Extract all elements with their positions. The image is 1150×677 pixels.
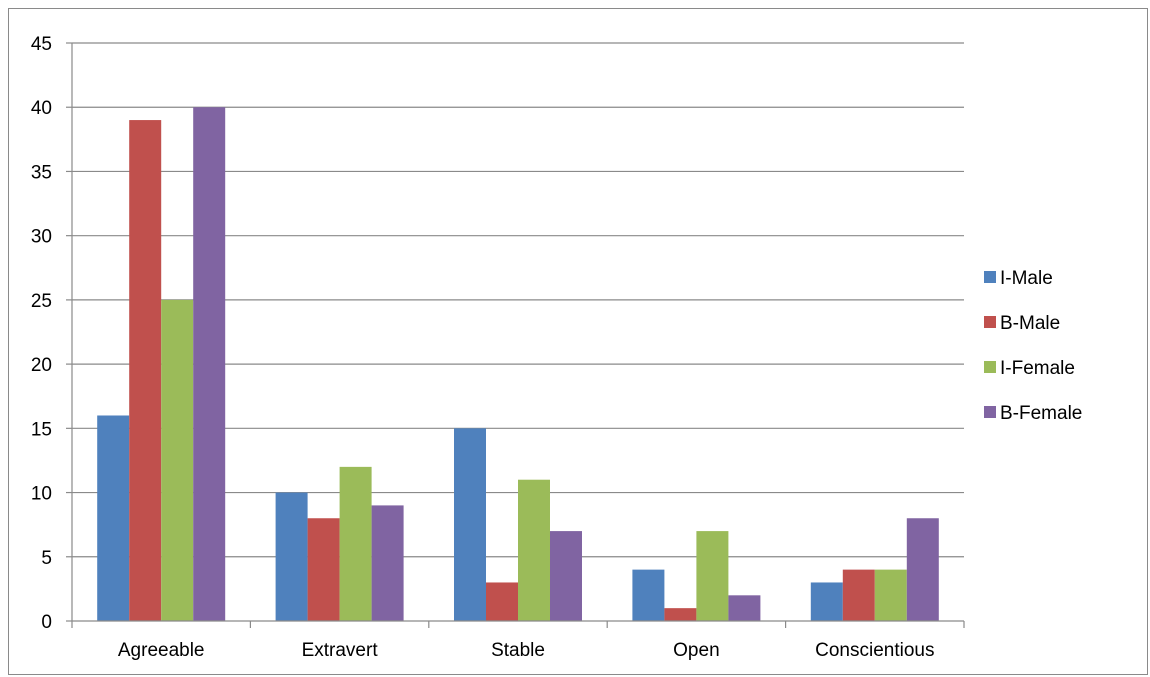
bar xyxy=(550,531,582,621)
bar xyxy=(161,299,194,621)
bar xyxy=(810,582,843,621)
bar xyxy=(275,492,308,621)
y-tick-label: 40 xyxy=(31,98,52,119)
bar xyxy=(371,505,404,621)
y-tick-label: 45 xyxy=(31,34,52,55)
axes: 0 5 10 15 20 25 30 35 40 45 Agreeable Extravert Stab… xyxy=(31,34,965,661)
bar xyxy=(486,582,518,621)
bar xyxy=(906,518,939,621)
y-tick-label: 10 xyxy=(31,484,52,505)
y-tick-label: 0 xyxy=(41,612,52,633)
legend-swatch xyxy=(984,406,996,418)
bar xyxy=(129,120,162,622)
x-tick-label: Extravert xyxy=(302,640,379,661)
legend-swatch xyxy=(984,271,996,283)
bar xyxy=(454,428,486,621)
y-tick-label: 5 xyxy=(41,548,52,569)
x-tick-label: Conscientious xyxy=(815,640,934,661)
bar xyxy=(193,107,226,621)
y-tick-label: 20 xyxy=(31,355,52,376)
bars xyxy=(97,107,939,622)
legend-label: I-Male xyxy=(1000,268,1053,289)
bar xyxy=(664,608,697,621)
legend-label: B-Male xyxy=(1000,313,1060,334)
bar-chart: 0 5 10 15 20 25 30 35 40 45 Agreeable Extravert Stab… xyxy=(31,34,1083,661)
x-tick-label: Stable xyxy=(491,640,545,661)
x-tick-label: Agreeable xyxy=(118,640,205,661)
y-tick-label: 30 xyxy=(31,227,52,248)
bar xyxy=(728,595,761,621)
legend-swatch xyxy=(984,361,996,373)
bar xyxy=(518,479,550,621)
legend-label: B-Female xyxy=(1000,403,1082,424)
legend: I-Male B-Male I-Female B-Female xyxy=(984,268,1082,424)
y-tick-label: 15 xyxy=(31,419,52,440)
bar xyxy=(339,466,372,621)
chart-frame: 0 5 10 15 20 25 30 35 40 45 Agreeable Extravert Stab… xyxy=(8,8,1148,675)
legend-label: I-Female xyxy=(1000,358,1075,379)
legend-swatch xyxy=(984,316,996,328)
y-tick-label: 25 xyxy=(31,291,52,312)
bar xyxy=(97,415,130,621)
y-tick-label: 35 xyxy=(31,162,52,183)
bar xyxy=(632,569,665,621)
bar xyxy=(874,569,907,621)
bar xyxy=(696,531,729,621)
x-tick-label: Open xyxy=(673,640,719,661)
bar xyxy=(842,569,875,621)
bar xyxy=(307,518,340,621)
